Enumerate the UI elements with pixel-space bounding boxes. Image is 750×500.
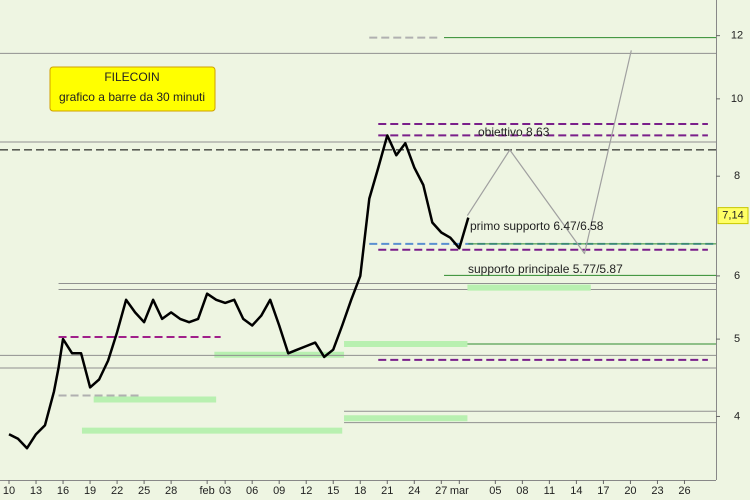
- x-tick-label: 16: [57, 485, 69, 497]
- x-tick-label: 14: [570, 485, 582, 497]
- labels: 4 5 6 8 10 12 10 13 16 19 22 25 28 feb 03 06 09 12 15 18 21 2…: [3, 30, 749, 497]
- annotation: primo supporto 6.47/6.58: [470, 219, 604, 233]
- x-tick-label: 06: [246, 485, 258, 497]
- y-tick-label: 10: [731, 93, 743, 105]
- last-price-tag: [717, 207, 749, 225]
- x-tick-label: 20: [624, 485, 636, 497]
- price-line: [8, 134, 470, 450]
- x-tick-label: mar: [450, 485, 469, 497]
- x-tick-label: feb: [199, 485, 214, 497]
- x-tick-label: 13: [30, 485, 42, 497]
- x-tick-label: 25: [138, 485, 150, 497]
- y-tick-label: 8: [734, 170, 740, 182]
- levels: [0, 36, 716, 434]
- price-line: [466, 50, 632, 255]
- x-tick-label: 27: [435, 485, 447, 497]
- y-tick-label: 5: [734, 333, 740, 345]
- annotation: obiettivo 8.63: [478, 125, 550, 139]
- x-tick-label: 05: [489, 485, 501, 497]
- x-tick-label: 18: [354, 485, 366, 497]
- series: [8, 50, 632, 450]
- x-tick-label: 17: [597, 485, 609, 497]
- x-tick-label: 10: [3, 485, 15, 497]
- x-tick-label: 22: [111, 485, 123, 497]
- x-tick-label: 15: [327, 485, 339, 497]
- annotation: supporto principale 5.77/5.87: [468, 262, 623, 276]
- y-tick-label: 12: [731, 30, 743, 42]
- x-tick-label: 28: [165, 485, 177, 497]
- y-tick-label: 6: [734, 270, 740, 282]
- x-tick-label: 26: [678, 485, 690, 497]
- x-tick-label: 12: [300, 485, 312, 497]
- x-tick-label: 03: [219, 485, 231, 497]
- x-tick-label: 08: [516, 485, 528, 497]
- x-tick-label: 23: [651, 485, 663, 497]
- x-tick-label: 24: [408, 485, 420, 497]
- x-tick-label: 19: [84, 485, 96, 497]
- x-tick-label: 11: [544, 485, 555, 497]
- last-price-label: 7,14: [722, 210, 743, 222]
- y-tick-label: 4: [734, 410, 740, 422]
- title-box: [49, 66, 216, 112]
- chart-subtitle: grafico a barre da 30 minuti: [59, 90, 205, 104]
- x-tick-label: 21: [381, 485, 393, 497]
- chart-title: FILECOIN: [104, 70, 159, 84]
- x-tick-label: 09: [273, 485, 285, 497]
